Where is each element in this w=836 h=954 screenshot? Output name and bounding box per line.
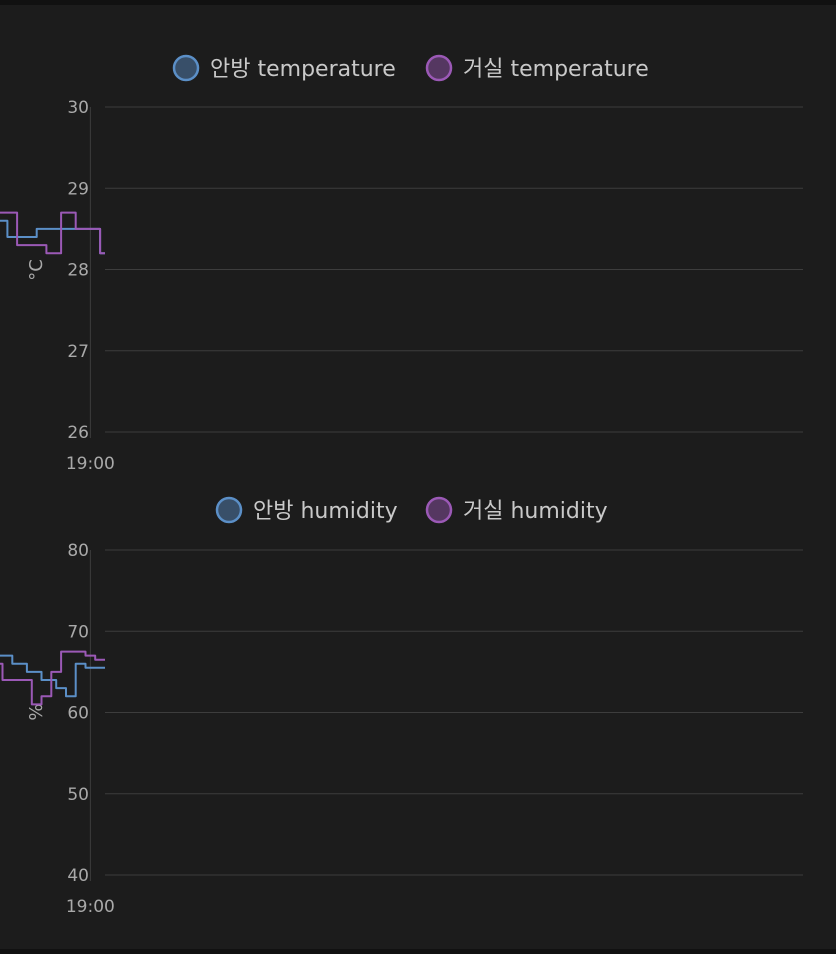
y-tick-label: 80	[67, 541, 89, 561]
legend-marker	[172, 54, 200, 82]
legend-label: 거실 temperature	[463, 57, 649, 82]
y-axis-unit: %	[26, 703, 47, 720]
legend-marker	[425, 496, 453, 524]
y-tick-label: 30	[67, 98, 89, 118]
x-tick-label: 19:00	[66, 454, 115, 474]
x-tick-label: 19:00	[66, 897, 115, 917]
y-axis-unit: °C	[26, 259, 47, 281]
y-tick-label: 29	[67, 179, 89, 199]
y-tick-label: 26	[67, 423, 89, 443]
legend-marker	[215, 496, 243, 524]
y-tick-label: 40	[67, 866, 89, 886]
y-tick-label: 50	[67, 785, 89, 805]
legend-label: 거실 humidity	[463, 499, 608, 524]
legend-label: 안방 humidity	[253, 499, 398, 524]
series-line	[0, 219, 105, 255]
y-tick-label: 27	[67, 342, 89, 362]
legend-marker	[425, 54, 453, 82]
y-tick-label: 70	[67, 622, 89, 642]
legend-label: 안방 temperature	[210, 57, 396, 82]
series-line	[0, 654, 105, 698]
y-tick-label: 28	[67, 261, 89, 281]
series-line	[0, 211, 105, 255]
series-line	[0, 650, 105, 706]
y-tick-label: 60	[67, 704, 89, 724]
